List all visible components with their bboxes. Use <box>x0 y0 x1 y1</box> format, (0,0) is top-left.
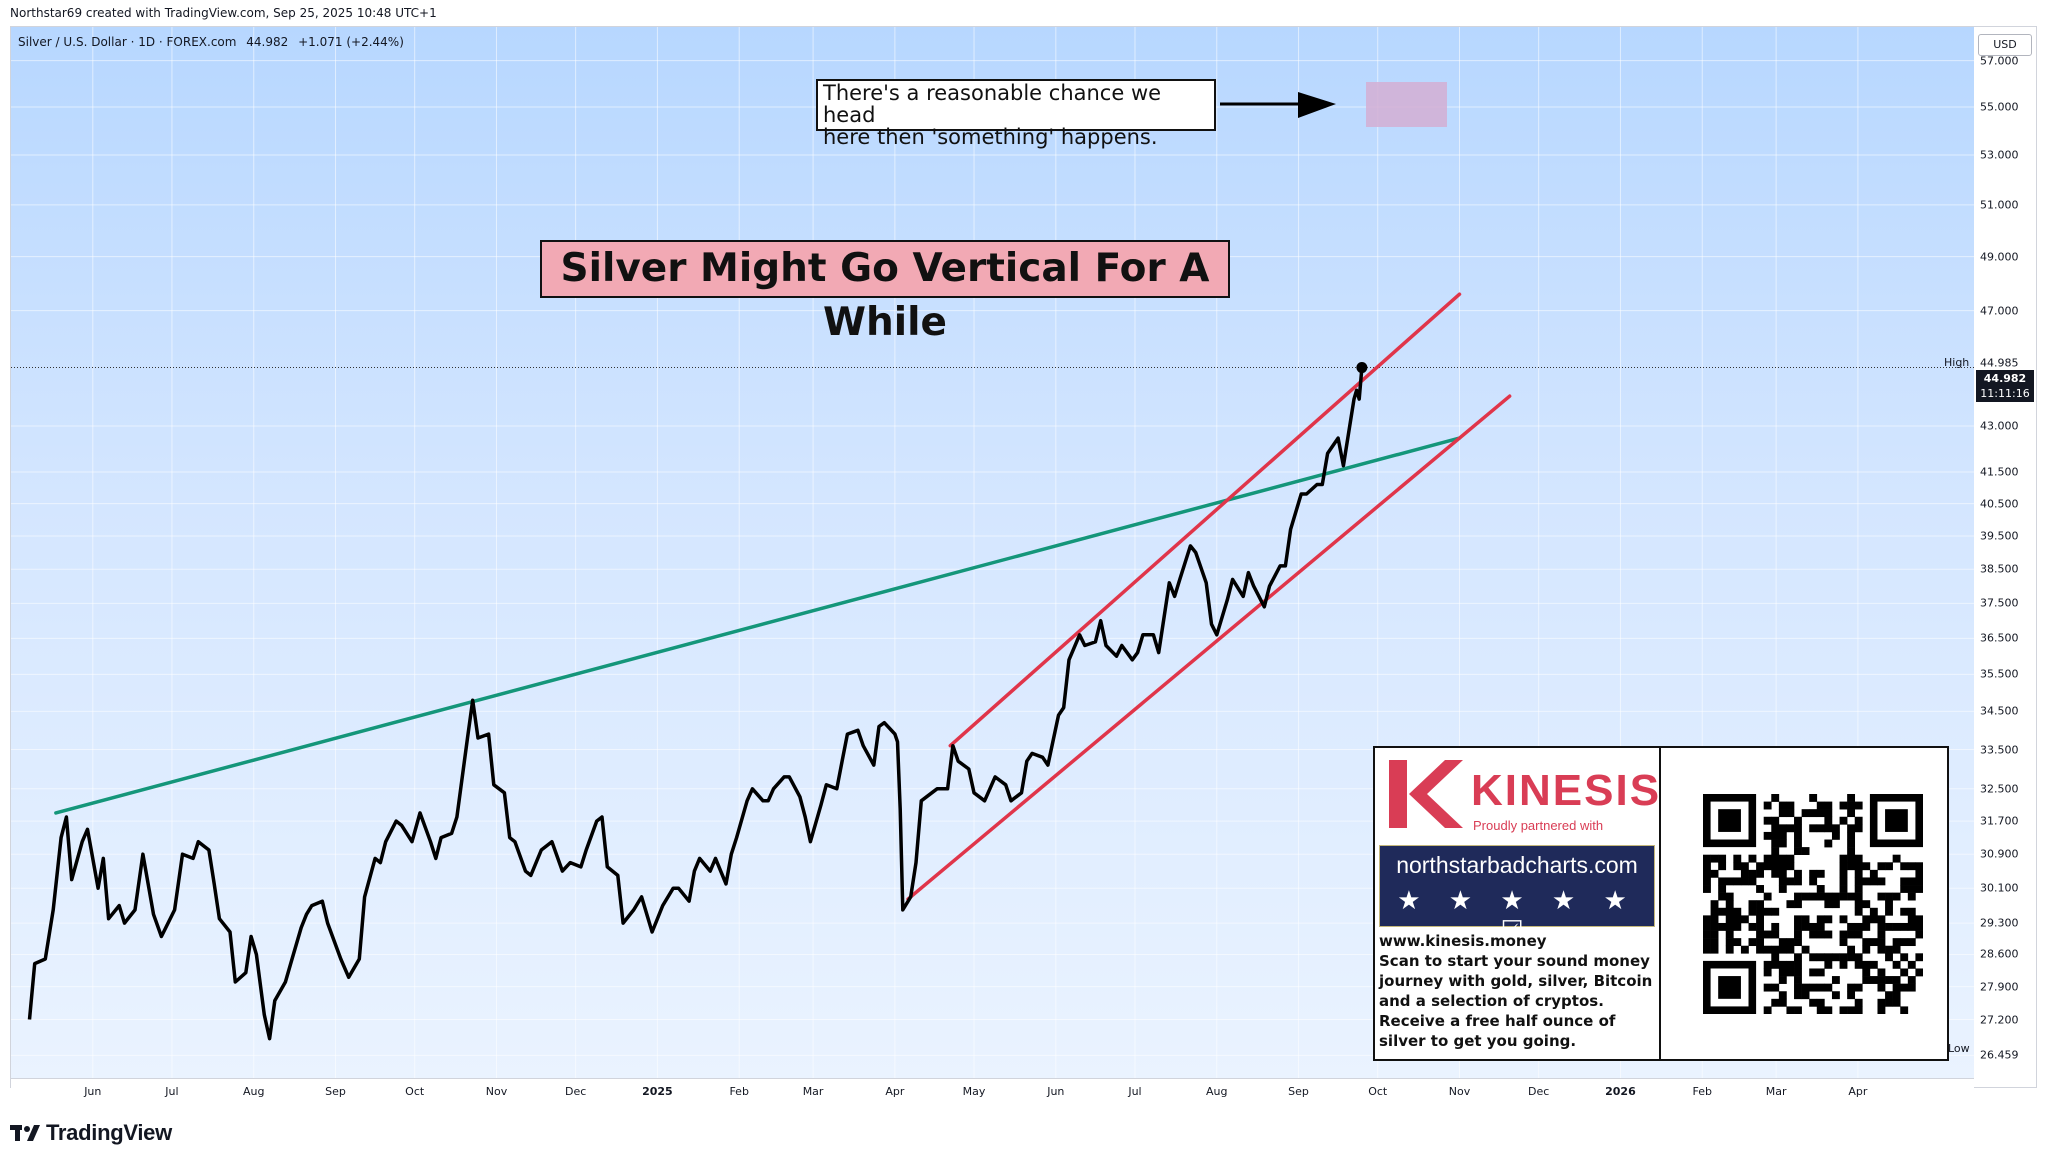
price-tick-label: 30.900 <box>1980 847 2019 861</box>
price-tick-label: 40.500 <box>1980 497 2019 511</box>
tradingview-logo-icon <box>10 1125 40 1141</box>
price-tick-label: 53.000 <box>1980 148 2019 162</box>
price-tick-label: 26.459 <box>1980 1048 2019 1062</box>
price-series-line[interactable] <box>27 367 1364 1041</box>
price-tick-label: 37.500 <box>1980 596 2019 610</box>
last-price-marker[interactable] <box>1356 362 1368 374</box>
partner-text: Proudly partnered with <box>1473 818 1604 833</box>
time-tick-label: Jun <box>84 1085 102 1098</box>
time-tick-label: Jul <box>1128 1085 1142 1098</box>
price-tick-label: 30.100 <box>1980 881 2019 895</box>
low-label: Low <box>1948 1042 1970 1055</box>
time-tick-label: Apr <box>1848 1085 1868 1098</box>
time-tick-label: Mar <box>802 1085 824 1098</box>
time-tick-label: Nov <box>1448 1085 1471 1098</box>
symbol-change: +1.071 (+2.44%) <box>298 35 404 49</box>
price-tick-label: 33.500 <box>1980 743 2019 757</box>
symbol-name: Silver / U.S. Dollar · 1D · FOREX.com <box>18 35 237 49</box>
price-tick-label: 41.500 <box>1980 465 2019 479</box>
price-tick-label: 28.600 <box>1980 947 2019 961</box>
arrow-icon[interactable] <box>1218 86 1338 122</box>
price-tick-label: 39.500 <box>1980 529 2019 543</box>
ad-body: Scan to start your sound money journey w… <box>1379 952 1653 1050</box>
note-line-1: There's a reasonable chance we head <box>823 81 1162 127</box>
time-tick-label: Mar <box>1765 1085 1787 1098</box>
time-tick-label: Sep <box>325 1085 346 1098</box>
price-tick-label: 43.000 <box>1980 419 2019 433</box>
time-tick-label: Aug <box>1206 1085 1228 1098</box>
time-tick-label: Oct <box>1368 1085 1388 1098</box>
note-line-2: here then 'something' happens. <box>823 125 1158 149</box>
price-tick-label: 36.500 <box>1980 631 2019 645</box>
annotation-note[interactable]: There's a reasonable chance we head here… <box>816 79 1216 148</box>
time-tick-label: Oct <box>405 1085 425 1098</box>
kinesis-brand: KINESIS Proudly partnered with <box>1375 748 1659 848</box>
price-tick-label: 32.500 <box>1980 782 2019 796</box>
price-tick-label: 47.000 <box>1980 304 2019 318</box>
trendline-line[interactable] <box>54 436 1462 815</box>
price-tick-label: 27.200 <box>1980 1013 2019 1027</box>
time-tick-label: Dec <box>564 1085 587 1098</box>
price-tick-label: 38.500 <box>1980 562 2019 576</box>
kinesis-wordmark: KINESIS <box>1471 766 1662 815</box>
price-tick-label: 35.500 <box>1980 667 2019 681</box>
time-tick-label: 2026 <box>1605 1085 1636 1098</box>
time-tick-label: Jul <box>165 1085 179 1098</box>
ad-divider <box>1659 748 1661 1059</box>
time-tick-label: Jun <box>1047 1085 1065 1098</box>
high-label: High <box>1944 356 1970 369</box>
price-tick-label: 55.000 <box>1980 100 2019 114</box>
price-tick-label: 49.000 <box>1980 250 2019 264</box>
channel-lower-line[interactable] <box>906 394 1512 901</box>
price-axis[interactable] <box>1974 27 2036 1080</box>
northstar-banner[interactable]: northstarbadcharts.com ★ ★ ★ ★ ★ ☑ <box>1379 845 1655 946</box>
time-tick-label: Feb <box>729 1085 749 1098</box>
last-price-tag: 44.982 11:11:16 <box>1976 370 2034 402</box>
ad-website[interactable]: www.kinesis.money <box>1379 932 1547 950</box>
time-axis[interactable] <box>11 1078 1974 1103</box>
price-series-layer <box>27 362 1368 1041</box>
currency-selector[interactable]: USD <box>1978 34 2032 56</box>
time-tick-label: May <box>962 1085 986 1098</box>
price-tick-label: 34.500 <box>1980 704 2019 718</box>
price-tick-label: 31.700 <box>1980 814 2019 828</box>
kinesis-ad-panel[interactable]: KINESIS Proudly partnered with northstar… <box>1373 746 1949 1061</box>
time-tick-label: Feb <box>1692 1085 1712 1098</box>
time-tick-label: Sep <box>1288 1085 1309 1098</box>
price-tick-label: 51.000 <box>1980 198 2019 212</box>
high-value: 44.985 <box>1980 356 2019 370</box>
time-tick-label: Dec <box>1528 1085 1550 1098</box>
symbol-legend[interactable]: Silver / U.S. Dollar · 1D · FOREX.com 44… <box>18 35 404 49</box>
chart-title-box[interactable]: Silver Might Go Vertical For A While <box>540 240 1230 345</box>
ad-copy: www.kinesis.money Scan to start your sou… <box>1379 931 1657 1051</box>
price-tick-label: 29.300 <box>1980 916 2019 930</box>
time-tick-label: Nov <box>485 1085 508 1098</box>
price-tick-label: 57.000 <box>1980 54 2019 68</box>
time-tick-label: Aug <box>242 1085 265 1098</box>
symbol-last-price: 44.982 <box>246 35 289 49</box>
kinesis-logo-icon <box>1389 760 1463 828</box>
channel-upper-line[interactable] <box>948 292 1462 748</box>
time-tick-label: 2025 <box>642 1085 673 1098</box>
price-tick-label: 27.900 <box>1980 980 2019 994</box>
tradingview-logo[interactable]: TradingView <box>10 1120 172 1146</box>
last-price-value: 44.982 <box>1983 372 2027 385</box>
target-zone-box[interactable] <box>1366 82 1447 127</box>
star-rating-icon: ★ ★ ★ ★ ★ ☑ <box>1397 886 1637 946</box>
bar-countdown: 11:11:16 <box>1980 387 2030 400</box>
banner-url: northstarbadcharts.com <box>1396 852 1638 878</box>
time-tick-label: Apr <box>885 1085 905 1098</box>
trendline-layer <box>54 292 1512 901</box>
qr-code-icon[interactable] <box>1703 794 1924 1018</box>
chart-attribution: Northstar69 created with TradingView.com… <box>10 6 437 20</box>
tradingview-logo-text: TradingView <box>46 1120 172 1145</box>
